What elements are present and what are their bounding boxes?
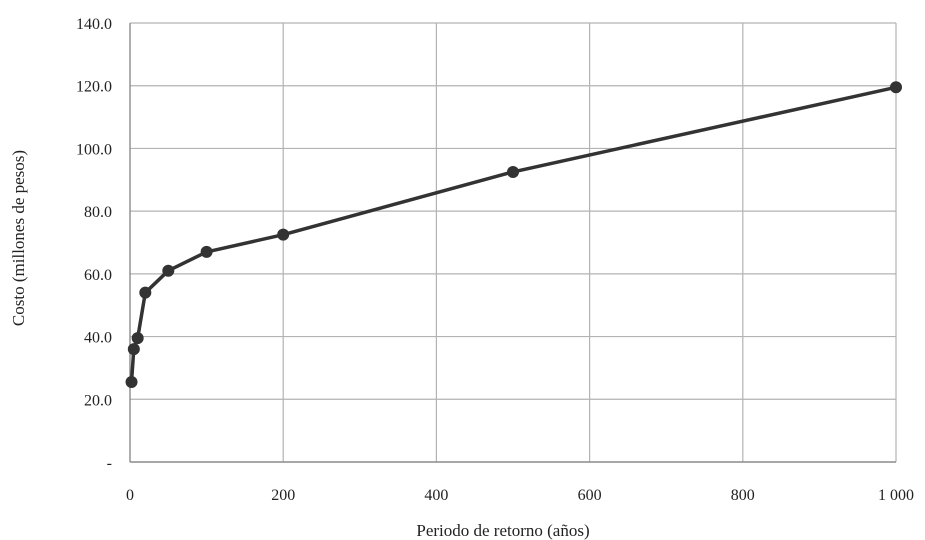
data-point [890,81,902,94]
series-layer [125,81,902,389]
y-tick-label: 80.0 [84,204,112,221]
y-axis-title: Costo (millones de pesos) [9,150,28,326]
data-point [125,376,138,389]
y-tick-label: 60.0 [84,267,112,284]
data-point [200,245,213,258]
y-tick-labels: - 20.0 40.0 60.0 80.0 100.0 120.0 140.0 [76,16,112,472]
y-tick-label: 140.0 [76,16,112,33]
y-tick-label: 120.0 [76,79,112,96]
gridlines [130,22,897,462]
data-point [162,264,175,277]
data-point [131,332,144,345]
data-point [277,228,290,241]
data-point [139,286,152,299]
y-tick-label: 40.0 [84,330,112,347]
x-tick-label: 200 [271,487,295,504]
data-point [127,343,140,356]
x-tick-labels: 0 200 400 600 800 1 000 [126,487,914,504]
x-tick-label: 0 [126,487,134,504]
x-axis-title: Periodo de retorno (años) [416,521,589,540]
x-tick-label: 600 [578,487,602,504]
y-tick-label: 100.0 [76,141,112,158]
data-point [507,165,519,178]
x-tick-label: 1 000 [878,487,914,504]
axes [129,23,896,463]
series-line [129,85,898,384]
y-tick-label: 20.0 [84,392,112,409]
x-tick-label: 800 [731,487,755,504]
y-tick-label: - [107,455,112,472]
x-tick-label: 400 [424,487,448,504]
